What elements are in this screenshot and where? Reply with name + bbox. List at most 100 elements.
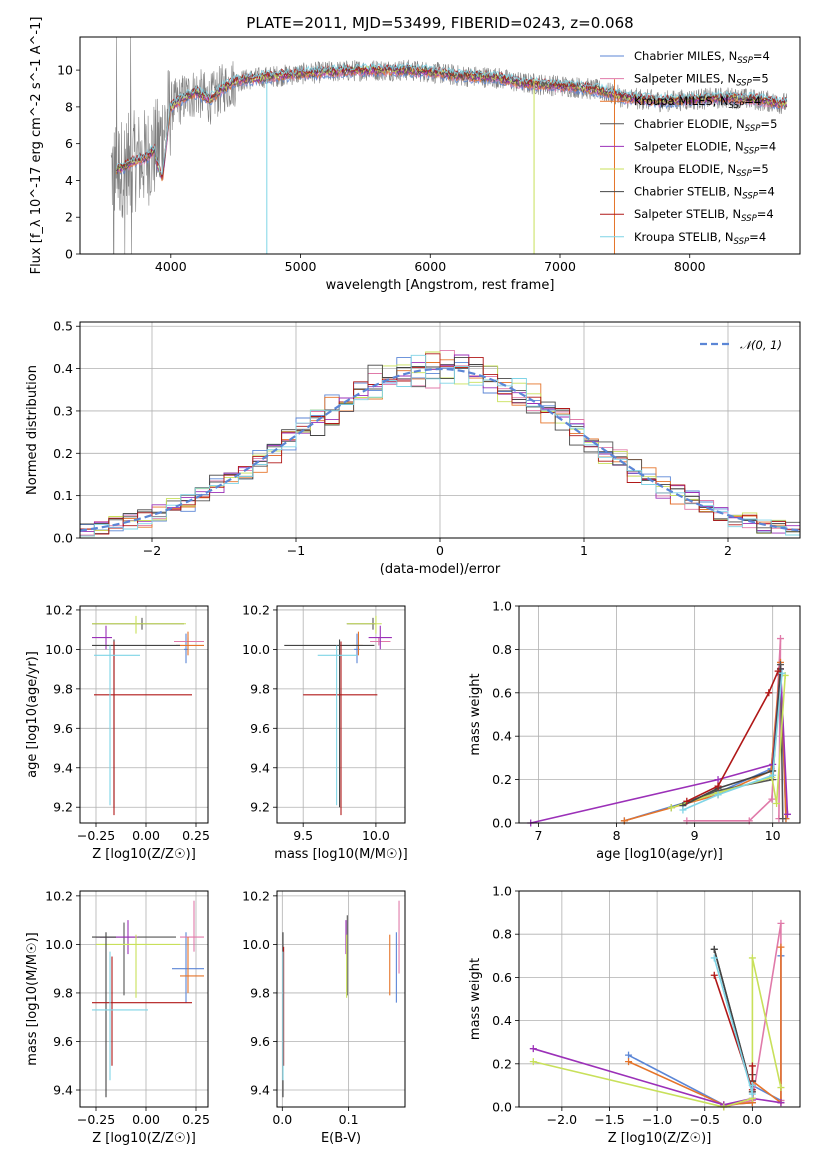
y-tick-label: 0.5 <box>53 319 73 334</box>
weight-marker-salpeter-stelib <box>714 782 722 790</box>
y-tick-label: 10.0 <box>45 937 73 952</box>
x-tick-label: 0.1 <box>339 1112 359 1127</box>
weight-line-chabrier-elodie <box>670 664 784 819</box>
legend-nssp-prefix: , N <box>713 94 729 108</box>
legend-series-name: Chabrier STELIB <box>634 185 726 199</box>
weight-line-salpeter-elodie <box>533 1047 782 1106</box>
weight-marker-salpeter-stelib <box>765 689 773 697</box>
legend-nssp-subscript: SSP <box>741 214 757 224</box>
x-tick-label: 1 <box>580 543 588 558</box>
weight-line-chabrier-stelib <box>682 668 782 807</box>
legend-series-name: Salpeter ELODIE <box>634 139 728 153</box>
y-tick-label: 9.6 <box>250 1034 270 1049</box>
histogram-kroupa-stelib <box>79 354 800 538</box>
errorbar-chabrier-miles <box>354 633 360 664</box>
mass-vs-ebv-panel: 0.0 0.1 9.4 9.6 9.8 10.0 10.2 E(B-V) <box>242 888 406 1146</box>
axes-frame <box>518 605 801 824</box>
weight-marker-kroupa-elodie <box>529 1058 537 1066</box>
plot-area <box>92 900 204 1098</box>
y-tick-label: 0.6 <box>492 970 512 985</box>
y-tick-label: 9.6 <box>250 721 270 736</box>
legend-nssp-subscript: SSP <box>736 79 752 89</box>
errorbar-kroupa-miles <box>180 937 204 993</box>
model-line-salpeter-stelib <box>115 63 787 179</box>
x-tick-label: 0.0 <box>742 1112 762 1127</box>
y-tick-label: 10.0 <box>242 937 270 952</box>
y-tick-label: 4 <box>65 173 73 188</box>
x-axis-label: (data-model)/error <box>380 562 501 577</box>
x-tick-label: 0.00 <box>132 1112 160 1127</box>
weight-marker-salpeter-miles <box>776 635 784 643</box>
legend-nssp-subscript: SSP <box>742 192 758 202</box>
x-tick-label: 6000 <box>414 259 446 274</box>
legend-nssp-value: 5 <box>761 162 768 176</box>
x-tick-label: 4000 <box>155 259 187 274</box>
age-vs-metallicity-panel: −0.25 0.00 0.25 9.2 9.4 9.6 9.8 10.0 10.2 Z [log1… <box>25 602 210 862</box>
errorbar-salpeter-miles <box>174 637 204 646</box>
legend-nssp-prefix: , N <box>720 162 736 176</box>
legend-nssp-eq: = <box>752 162 762 176</box>
legend-nssp-subscript: SSP <box>737 56 753 66</box>
weight-marker-salpeter-elodie <box>529 1045 537 1053</box>
legend-label-chabrier-elodie: Chabrier ELODIE, NSSP=5 <box>634 117 777 134</box>
weight-marker-kroupa-stelib <box>748 1090 756 1098</box>
x-tick-label: 10 <box>765 828 781 843</box>
weight-line-salpeter-elodie <box>530 668 789 824</box>
weight-marker-kroupa-stelib <box>714 791 722 799</box>
legend-nssp-prefix: , N <box>725 207 741 221</box>
spectrum-panel: 4000 5000 6000 7000 8000 0 2 4 6 8 10 wavelength [A… <box>29 17 801 293</box>
plot-area <box>282 900 400 1098</box>
errorbar-kroupa-stelib <box>92 951 148 1081</box>
legend-label-kroupa-elodie: Kroupa ELODIE, NSSP=5 <box>634 162 769 179</box>
x-tick-label: −0.25 <box>77 828 115 843</box>
x-tick-label: 0.0 <box>272 1112 292 1127</box>
errorbar-kroupa-elodie <box>96 934 180 998</box>
x-tick-label: 0.00 <box>132 828 160 843</box>
weight-marker-salpeter-elodie <box>777 1099 785 1107</box>
weight-line-kroupa-stelib <box>682 673 783 811</box>
y-tick-label: 9.4 <box>250 1083 270 1098</box>
y-axis-label: age [log10(age/yr)] <box>25 651 40 778</box>
x-tick-label: 9.5 <box>293 828 313 843</box>
legend-series-name: Salpeter MILES <box>634 72 720 86</box>
y-tick-label: 10 <box>57 63 73 78</box>
axes-frame <box>79 36 801 255</box>
legend-nssp-subscript: SSP <box>729 101 745 111</box>
x-tick-label: −2 <box>143 543 161 558</box>
y-tick-label: 0.8 <box>492 927 512 942</box>
weight-marker-kroupa-elodie <box>777 1084 785 1092</box>
x-tick-label: 8000 <box>674 259 706 274</box>
y-tick-label: 0.2 <box>53 446 73 461</box>
y-tick-label: 9.6 <box>53 721 73 736</box>
y-tick-label: 10.2 <box>242 602 270 617</box>
x-tick-label: −1.0 <box>642 1112 672 1127</box>
y-tick-label: 9.8 <box>250 985 270 1000</box>
plot-area <box>529 919 785 1111</box>
y-axis-label: mass weight <box>468 958 483 1040</box>
legend-label-salpeter-miles: Salpeter MILES, NSSP=5 <box>634 72 769 89</box>
errorbar-salpeter-stelib <box>303 641 378 816</box>
y-tick-label: 0.1 <box>53 488 73 503</box>
legend-label-chabrier-miles: Chabrier MILES, NSSP=4 <box>634 49 770 66</box>
y-tick-label: 9.2 <box>53 800 73 815</box>
errorbar-kroupa-stelib <box>94 645 140 806</box>
legend-nssp-prefix: , N <box>729 117 745 131</box>
x-axis-label: Z [log10(Z/Z☉)] <box>92 1131 196 1146</box>
x-tick-label: 7 <box>535 828 543 843</box>
legend-nssp-prefix: , N <box>721 49 737 63</box>
figure-title: PLATE=2011, MJD=53499, FIBERID=0243, z=0… <box>246 14 633 32</box>
y-tick-label: 0.2 <box>492 1056 512 1071</box>
x-tick-label: −1.5 <box>594 1112 624 1127</box>
legend-nssp-subscript: SSP <box>736 169 752 179</box>
x-tick-label: 0.25 <box>182 1112 210 1127</box>
legend-series-name: Kroupa STELIB <box>634 230 718 244</box>
y-axis-label: mass weight <box>468 673 483 755</box>
y-tick-label: 9.8 <box>250 681 270 696</box>
legend-nssp-prefix: , N <box>718 230 734 244</box>
weight-marker-salpeter-elodie <box>784 810 792 818</box>
errorbar-salpeter-elodie <box>368 625 392 650</box>
y-tick-label: 9.8 <box>53 681 73 696</box>
legend-label-normal: 𝒩(0, 1) <box>740 338 782 352</box>
y-axis-label: Flux [f_λ 10^-17 erg cm^-2 s^-1 A^-1] <box>29 17 44 275</box>
